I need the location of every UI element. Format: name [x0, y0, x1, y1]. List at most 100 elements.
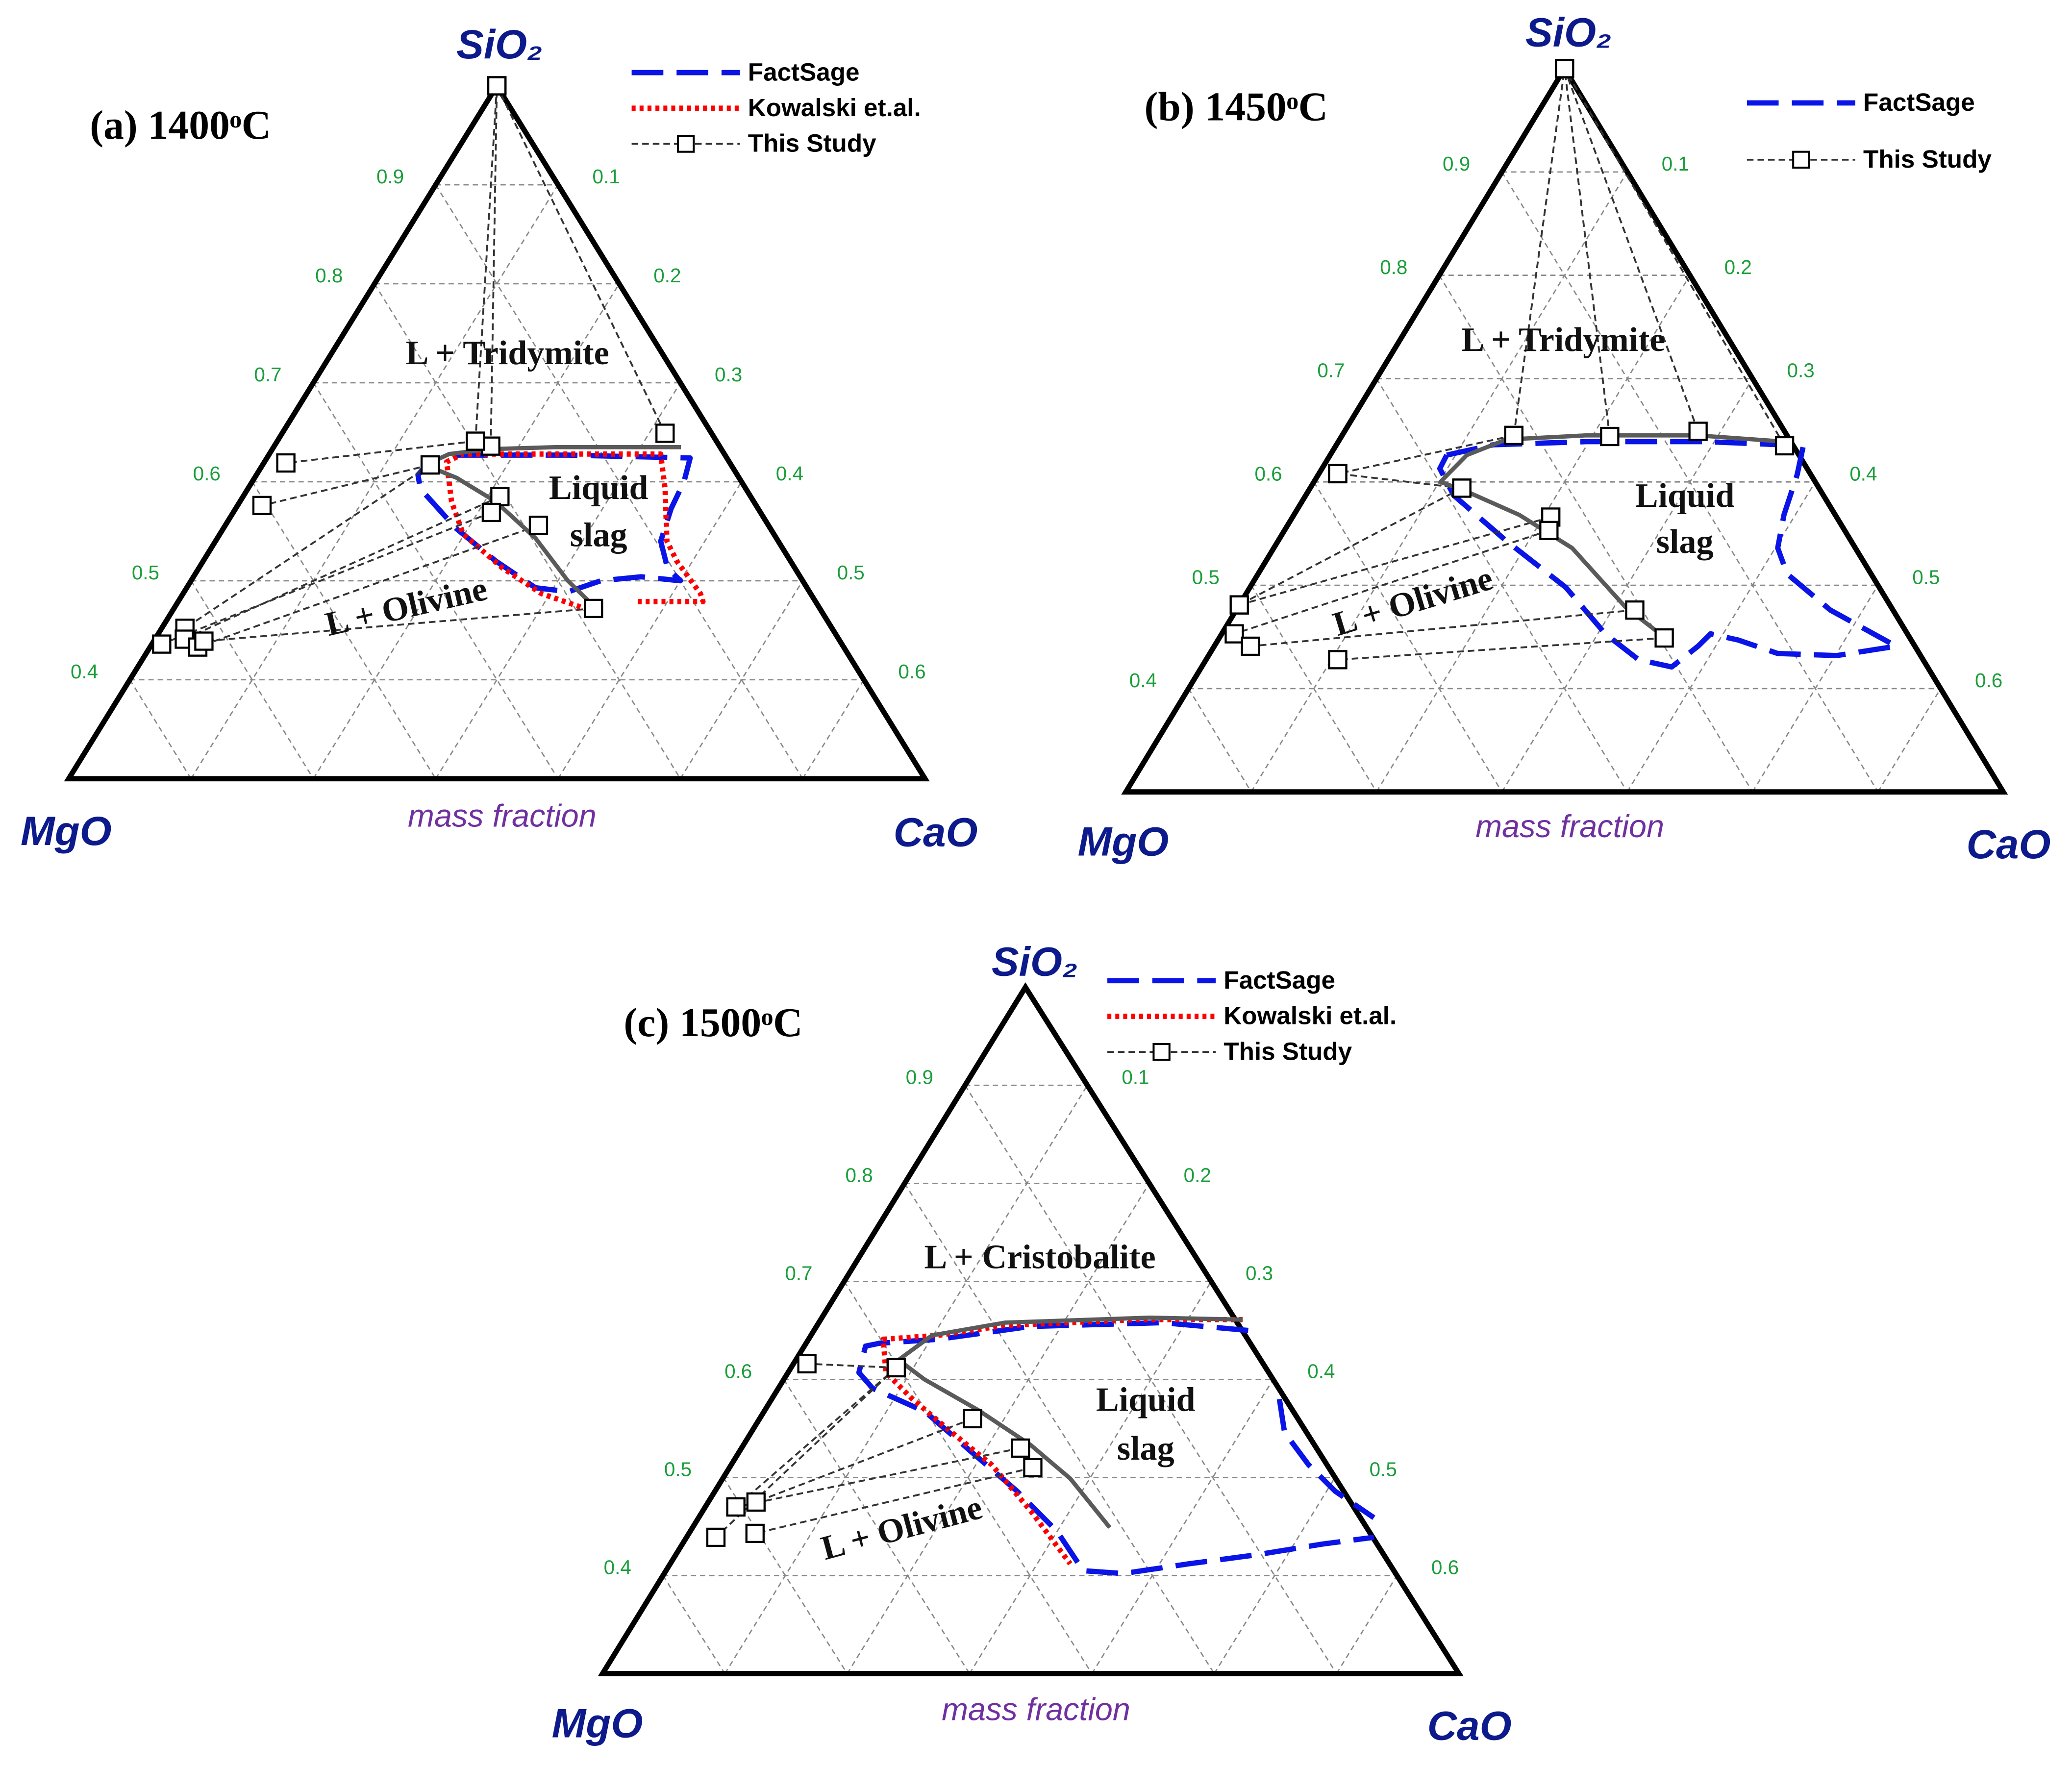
grid-line [1336, 1575, 1398, 1674]
apex-label: CaO [1967, 821, 2051, 867]
grid-line [1091, 1379, 1274, 1674]
cao-tick-label: 0.5 [837, 561, 865, 584]
legend-marker [676, 135, 695, 153]
cao-tick-label: 0.1 [1662, 152, 1689, 175]
cao-tick-label: 0.3 [1787, 359, 1814, 382]
marker [1539, 521, 1559, 541]
cao-tick-label: 0.1 [592, 165, 620, 188]
marker [1504, 425, 1523, 446]
grid-line [847, 1183, 1150, 1674]
sio2-tick-label: 0.4 [604, 1556, 631, 1579]
tie-line [496, 85, 666, 434]
marker [1328, 464, 1348, 484]
liquidus-boundary [423, 445, 681, 615]
panel-title: (c) 1500ᵒC [624, 1000, 802, 1045]
sio2-tick-label: 0.6 [193, 462, 221, 485]
legend-label: FactSage [748, 58, 860, 86]
grid-line [557, 481, 742, 779]
marker [746, 1492, 766, 1512]
marker [1011, 1438, 1030, 1458]
marker [1555, 59, 1574, 78]
marker [745, 1523, 765, 1543]
axis-label: mass fraction [942, 1691, 1130, 1727]
tie-line [807, 1363, 897, 1369]
sio2-tick-label: 0.7 [1317, 359, 1345, 382]
apex-label: MgO [1078, 819, 1169, 865]
cao-tick-label: 0.3 [1246, 1262, 1273, 1285]
cao-tick-label: 0.5 [1912, 566, 1940, 588]
grid-line [802, 679, 865, 779]
cao-tick-label: 0.5 [1370, 1458, 1397, 1481]
marker [481, 502, 501, 522]
triangle-frame [64, 80, 930, 782]
tie-line [1337, 637, 1665, 661]
region-label: L + Tridymite [406, 334, 609, 372]
marker [726, 1497, 746, 1517]
region-label: L + Olivine [817, 1489, 986, 1567]
marker [886, 1358, 906, 1378]
liquidus-boundary [896, 1315, 1243, 1529]
marker [276, 453, 296, 473]
marker [963, 1409, 982, 1429]
tie-line [1513, 68, 1566, 436]
apex-label: MgO [552, 1700, 643, 1746]
region-label: slag [1117, 1430, 1174, 1468]
cao-tick-label: 0.6 [1975, 669, 2002, 692]
tie-line [285, 440, 476, 464]
series-line [444, 451, 706, 612]
region-label: Liquid [549, 469, 649, 507]
apex-label: CaO [1427, 1703, 1512, 1749]
grid-line [1501, 378, 1753, 793]
apex-label: SiO₂ [1525, 9, 1612, 55]
marker [252, 496, 272, 516]
sio2-tick-label: 0.8 [315, 264, 343, 287]
marker [152, 634, 172, 654]
region-label: L + Tridymite [1462, 321, 1665, 359]
sio2-tick-label: 0.9 [376, 165, 404, 188]
triangle-frame [598, 982, 1464, 1676]
legend-label: Kowalski et.al. [748, 94, 921, 122]
legend-label: FactSage [1223, 966, 1335, 994]
sio2-tick-label: 0.4 [71, 660, 98, 683]
marker [584, 598, 603, 619]
grid-line [129, 679, 192, 779]
marker [1241, 636, 1260, 656]
cao-tick-label: 0.3 [715, 363, 742, 386]
sio2-tick-label: 0.7 [254, 363, 281, 386]
apex-label: CaO [894, 809, 978, 855]
grid-line [1438, 274, 1753, 793]
tie-line [184, 496, 500, 640]
triangle-frame [1121, 63, 2008, 795]
marker [490, 487, 510, 506]
marker [1452, 478, 1472, 498]
tie-line [1337, 434, 1514, 475]
apex-label: SiO₂ [992, 939, 1078, 985]
sio2-tick-label: 0.8 [1380, 256, 1407, 278]
marker [797, 1354, 817, 1374]
tie-line [490, 86, 498, 447]
tie-line [184, 464, 431, 629]
apex-label: MgO [21, 808, 112, 854]
sio2-tick-label: 0.6 [1254, 462, 1282, 485]
tie-line [474, 85, 498, 442]
grid-line [724, 1085, 1088, 1674]
sio2-tick-label: 0.8 [846, 1164, 873, 1187]
region-label: Liquid [1096, 1381, 1196, 1419]
tie-line [1234, 529, 1549, 635]
tie-line [197, 524, 539, 648]
panel-title: (b) 1450ᵒC [1145, 84, 1328, 129]
grid-line [1877, 688, 1942, 793]
marker [1224, 624, 1244, 644]
grid-line [190, 580, 314, 779]
apex-label: SiO₂ [456, 21, 543, 67]
tie-line [262, 464, 431, 507]
tie-line [1239, 516, 1551, 606]
grid-line [904, 1183, 1215, 1674]
sio2-tick-label: 0.5 [132, 561, 159, 584]
tie-line [735, 1367, 897, 1508]
marker [1774, 436, 1795, 456]
sio2-tick-label: 0.5 [664, 1458, 692, 1481]
marker [1328, 650, 1348, 670]
